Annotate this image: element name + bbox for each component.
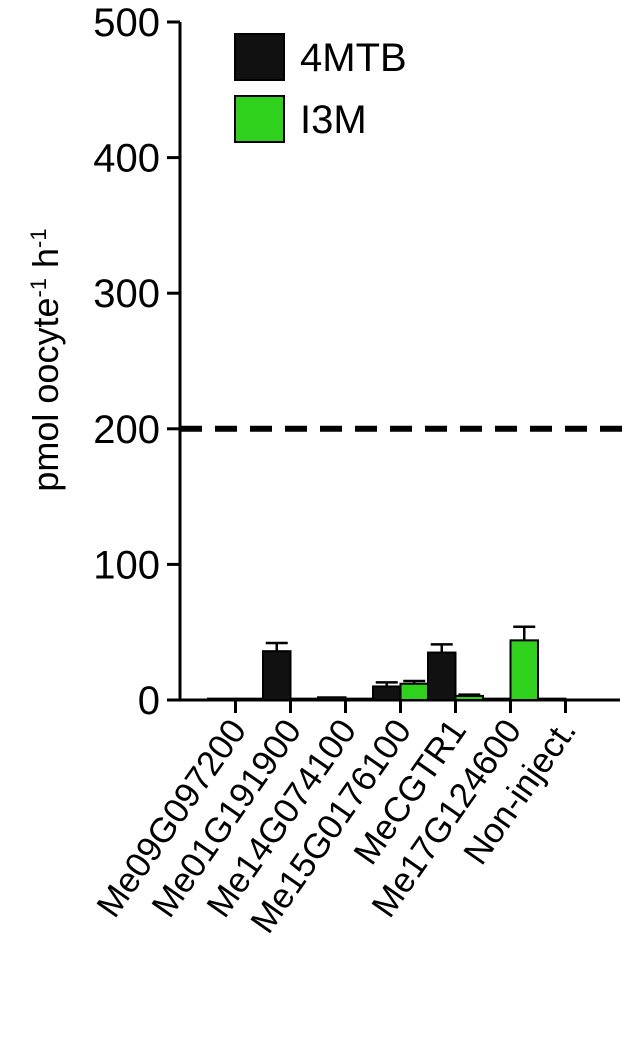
y-tick-label: 0 bbox=[138, 679, 160, 723]
y-axis-label-part: -1 bbox=[26, 278, 51, 298]
y-tick-label: 200 bbox=[93, 408, 160, 452]
bar bbox=[509, 639, 539, 701]
y-tick-label: 400 bbox=[93, 137, 160, 181]
bar bbox=[207, 697, 237, 701]
error-bar bbox=[458, 693, 481, 696]
bar bbox=[427, 651, 457, 701]
y-axis-label-part: -1 bbox=[26, 228, 51, 248]
bar bbox=[289, 697, 319, 701]
y-axis-label-part: h bbox=[25, 248, 66, 278]
legend-label: I3M bbox=[300, 98, 367, 142]
bar bbox=[399, 682, 429, 702]
legend-swatch bbox=[234, 33, 285, 81]
y-axis-label-part: pmol oocyte bbox=[25, 298, 66, 492]
bar bbox=[262, 650, 292, 702]
error-bar bbox=[265, 641, 288, 652]
bar bbox=[317, 696, 347, 702]
error-bar bbox=[403, 679, 426, 684]
error-bar bbox=[375, 681, 398, 687]
error-bar bbox=[430, 643, 453, 653]
error-bar bbox=[513, 625, 536, 641]
bar bbox=[482, 697, 512, 701]
bar bbox=[372, 685, 402, 702]
bar bbox=[454, 694, 484, 702]
y-tick-label: 500 bbox=[93, 1, 160, 45]
y-axis-label: pmol oocyte-1 h-1 bbox=[25, 228, 66, 491]
legend-swatch bbox=[234, 95, 285, 143]
y-tick-label: 300 bbox=[93, 272, 160, 316]
bar bbox=[234, 697, 264, 701]
bar bbox=[344, 697, 374, 701]
legend-label: 4MTB bbox=[300, 36, 407, 80]
bar bbox=[537, 697, 567, 701]
y-tick-label: 100 bbox=[93, 543, 160, 587]
